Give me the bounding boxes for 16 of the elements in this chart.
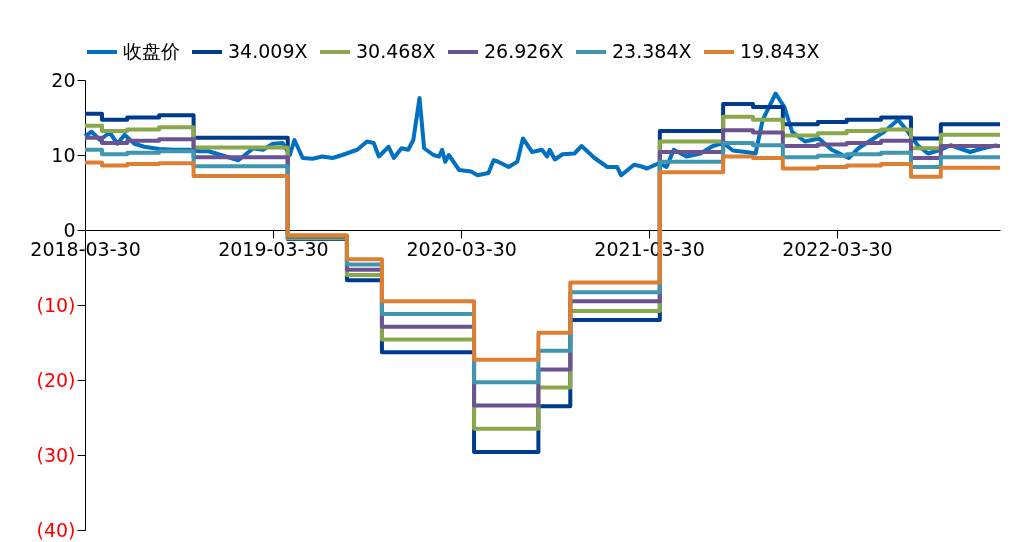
y-tick-label: 10 xyxy=(51,143,76,166)
x-tick-label: 2020-03-30 xyxy=(406,237,517,260)
x-tick-label: 2022-03-30 xyxy=(782,237,893,260)
y-tick-label: (40) xyxy=(36,518,76,541)
y-tick-label: 20 xyxy=(51,68,76,91)
legend-label: 30.468X xyxy=(356,40,436,62)
y-tick-label: (10) xyxy=(36,293,76,316)
legend-label: 26.926X xyxy=(484,40,564,62)
legend-label: 19.843X xyxy=(740,40,820,62)
y-tick-label: 0 xyxy=(63,218,76,241)
x-tick-label: 2019-03-30 xyxy=(218,237,329,260)
legend-label: 34.009X xyxy=(228,40,308,62)
legend-label: 收盘价 xyxy=(123,40,180,62)
y-tick-label: (30) xyxy=(36,443,76,466)
y-tick-label: (20) xyxy=(36,368,76,391)
legend-label: 23.384X xyxy=(612,40,692,62)
